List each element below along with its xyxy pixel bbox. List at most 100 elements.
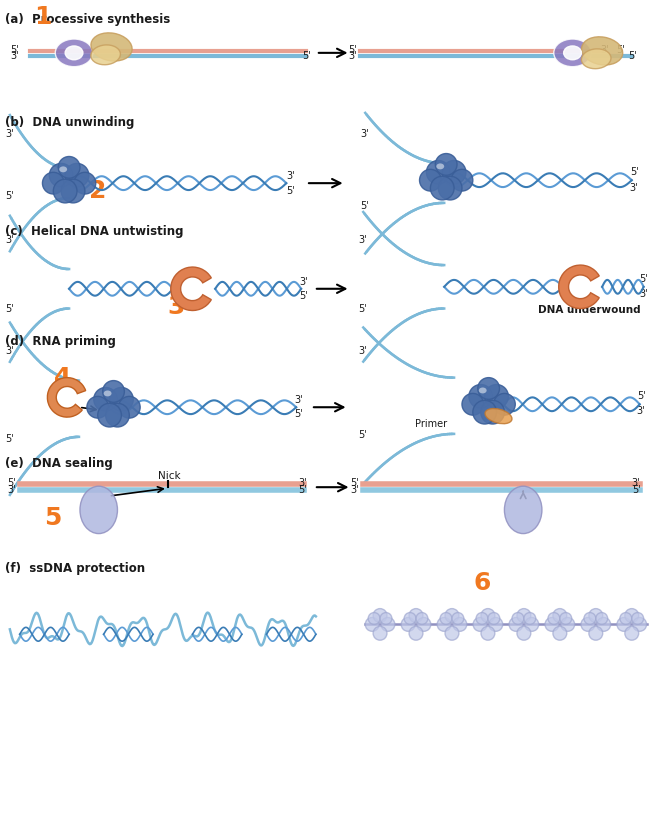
- Ellipse shape: [581, 49, 611, 68]
- Ellipse shape: [53, 179, 77, 203]
- Ellipse shape: [401, 617, 415, 631]
- Ellipse shape: [517, 608, 531, 622]
- Text: 3': 3': [5, 346, 13, 356]
- Ellipse shape: [430, 176, 454, 200]
- Wedge shape: [559, 265, 599, 309]
- Ellipse shape: [452, 612, 464, 625]
- Text: 5': 5': [5, 191, 14, 201]
- Ellipse shape: [476, 612, 488, 625]
- Text: 5': 5': [616, 45, 624, 55]
- Text: 5': 5': [298, 485, 307, 495]
- Ellipse shape: [632, 617, 646, 631]
- Ellipse shape: [485, 408, 512, 424]
- Ellipse shape: [584, 612, 596, 625]
- Ellipse shape: [436, 154, 457, 175]
- Ellipse shape: [553, 608, 567, 622]
- Text: 5': 5': [348, 45, 357, 55]
- Text: 5': 5': [10, 45, 19, 55]
- Ellipse shape: [436, 164, 444, 170]
- Ellipse shape: [597, 617, 610, 631]
- Text: 3': 3': [600, 45, 608, 55]
- Ellipse shape: [49, 164, 73, 187]
- Wedge shape: [171, 267, 211, 310]
- Text: 3': 3': [358, 346, 367, 356]
- Ellipse shape: [561, 617, 575, 631]
- Ellipse shape: [65, 164, 89, 187]
- Ellipse shape: [61, 179, 85, 203]
- Ellipse shape: [473, 617, 487, 631]
- Ellipse shape: [59, 166, 67, 172]
- Text: 2: 2: [89, 179, 106, 203]
- Ellipse shape: [481, 608, 495, 622]
- Ellipse shape: [87, 397, 108, 418]
- Ellipse shape: [373, 608, 387, 622]
- Ellipse shape: [91, 33, 132, 61]
- Ellipse shape: [545, 617, 559, 631]
- Ellipse shape: [409, 608, 423, 622]
- Text: 5': 5': [630, 167, 638, 177]
- Text: 5': 5': [5, 434, 14, 444]
- Ellipse shape: [469, 384, 493, 408]
- Text: 3': 3': [360, 129, 369, 139]
- Ellipse shape: [416, 612, 428, 625]
- Ellipse shape: [620, 612, 632, 625]
- Ellipse shape: [368, 612, 380, 625]
- Text: 5': 5': [358, 304, 367, 314]
- Text: 6: 6: [474, 571, 491, 595]
- Ellipse shape: [481, 400, 505, 424]
- Ellipse shape: [409, 626, 423, 640]
- Text: 5': 5': [5, 304, 14, 314]
- Ellipse shape: [596, 612, 608, 625]
- Text: (b)  DNA unwinding: (b) DNA unwinding: [5, 116, 134, 129]
- Ellipse shape: [589, 626, 602, 640]
- Ellipse shape: [373, 626, 387, 640]
- Text: 5': 5': [286, 186, 295, 196]
- Text: 3': 3': [294, 395, 303, 405]
- Ellipse shape: [55, 39, 93, 67]
- Text: DNA underwound: DNA underwound: [538, 305, 640, 315]
- Text: (d)  RNA priming: (d) RNA priming: [5, 335, 116, 348]
- Ellipse shape: [617, 617, 631, 631]
- Ellipse shape: [509, 617, 523, 631]
- Text: (e)  DNA sealing: (e) DNA sealing: [5, 457, 112, 470]
- Ellipse shape: [74, 172, 96, 194]
- Ellipse shape: [625, 608, 638, 622]
- Ellipse shape: [554, 39, 591, 67]
- Text: 5': 5': [7, 478, 16, 488]
- Ellipse shape: [440, 612, 452, 625]
- Ellipse shape: [524, 612, 536, 625]
- Text: 3': 3': [286, 171, 295, 181]
- Text: 3': 3': [7, 485, 15, 495]
- Ellipse shape: [445, 608, 459, 622]
- Text: 1: 1: [35, 5, 52, 30]
- Ellipse shape: [505, 486, 542, 533]
- Ellipse shape: [462, 393, 483, 415]
- Ellipse shape: [420, 170, 442, 191]
- Ellipse shape: [582, 37, 622, 65]
- Ellipse shape: [94, 388, 118, 412]
- Ellipse shape: [485, 384, 508, 408]
- Ellipse shape: [110, 388, 133, 412]
- Text: 5': 5': [636, 392, 646, 402]
- Text: 3': 3': [348, 51, 357, 61]
- Ellipse shape: [91, 45, 120, 65]
- Ellipse shape: [445, 626, 459, 640]
- Ellipse shape: [380, 612, 392, 625]
- Ellipse shape: [426, 160, 450, 184]
- Text: 3': 3': [630, 183, 638, 193]
- Ellipse shape: [381, 617, 395, 631]
- Ellipse shape: [493, 393, 515, 415]
- Text: 3': 3': [640, 289, 648, 299]
- Text: (f)  ssDNA protection: (f) ssDNA protection: [5, 562, 145, 575]
- Ellipse shape: [548, 612, 560, 625]
- Text: 5': 5': [640, 274, 648, 284]
- Ellipse shape: [102, 380, 124, 402]
- Text: Primer: Primer: [414, 419, 447, 429]
- Ellipse shape: [365, 617, 379, 631]
- Text: 5': 5': [360, 201, 369, 211]
- Ellipse shape: [106, 403, 129, 427]
- Text: 5': 5': [299, 291, 308, 300]
- Ellipse shape: [560, 612, 572, 625]
- Text: (a)  Processive synthesis: (a) Processive synthesis: [5, 13, 170, 26]
- Ellipse shape: [488, 612, 500, 625]
